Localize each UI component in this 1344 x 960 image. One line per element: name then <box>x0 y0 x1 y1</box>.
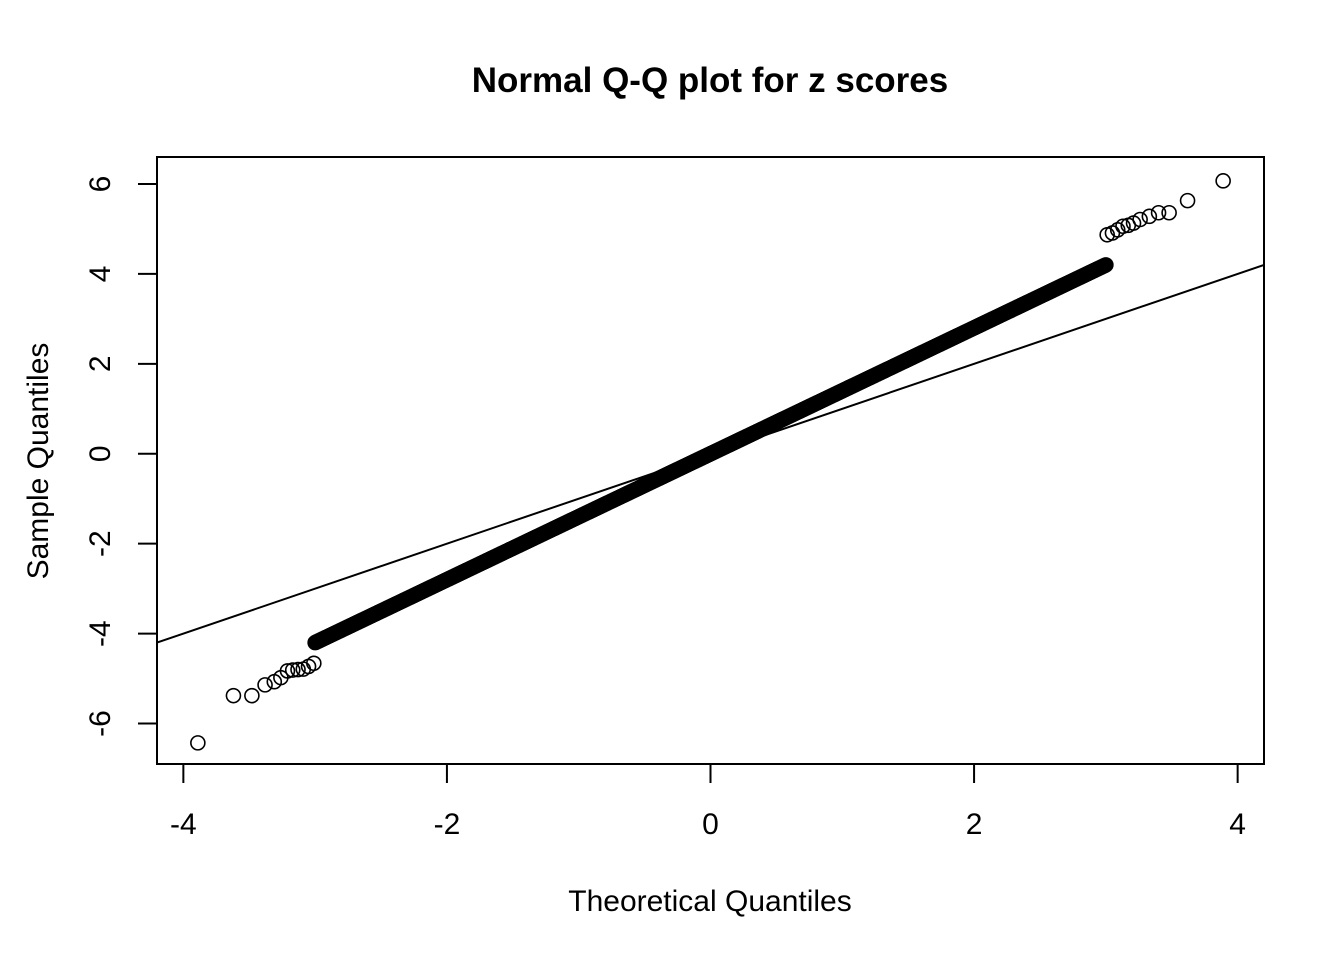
x-axis: -4 -2 0 2 4 <box>170 763 1246 841</box>
data-point <box>244 687 260 704</box>
data-point <box>1179 192 1196 209</box>
plot-contents <box>157 173 1264 751</box>
data-point <box>1150 204 1167 221</box>
y-tick-label: 0 <box>84 445 117 462</box>
reference-line <box>157 263 1264 644</box>
x-tick-label: -4 <box>170 808 197 841</box>
x-tick-label: 4 <box>1229 808 1246 841</box>
data-point <box>306 655 322 672</box>
data-point <box>279 663 296 679</box>
x-tick-label: 2 <box>966 808 983 841</box>
data-point <box>1098 257 1114 273</box>
data-point <box>1141 208 1158 225</box>
y-axis-title: Sample Quantiles <box>22 343 55 580</box>
data-point <box>225 687 242 704</box>
y-axis: -6 -4 -2 0 2 4 6 <box>84 176 158 737</box>
x-tick-label: -2 <box>434 808 461 841</box>
y-tick-label: 4 <box>84 266 117 283</box>
data-point <box>257 677 273 693</box>
data-point <box>1215 173 1231 189</box>
y-tick-label: 2 <box>84 355 117 372</box>
y-tick-label: -2 <box>84 530 117 557</box>
data-point <box>190 735 206 751</box>
data-point <box>1161 204 1177 221</box>
x-tick-label: 0 <box>702 808 719 841</box>
data-point <box>1104 225 1121 241</box>
data-points <box>190 173 1231 751</box>
data-point <box>290 661 306 678</box>
y-tick-label: -4 <box>84 620 117 647</box>
chart-title: Normal Q-Q plot for z scores <box>472 61 948 100</box>
y-tick-label: 6 <box>84 176 117 193</box>
data-point <box>284 662 301 678</box>
data-point <box>1115 218 1131 235</box>
x-axis-title: Theoretical Quantiles <box>568 885 851 918</box>
y-tick-label: -6 <box>84 710 117 737</box>
data-point <box>1132 211 1148 228</box>
